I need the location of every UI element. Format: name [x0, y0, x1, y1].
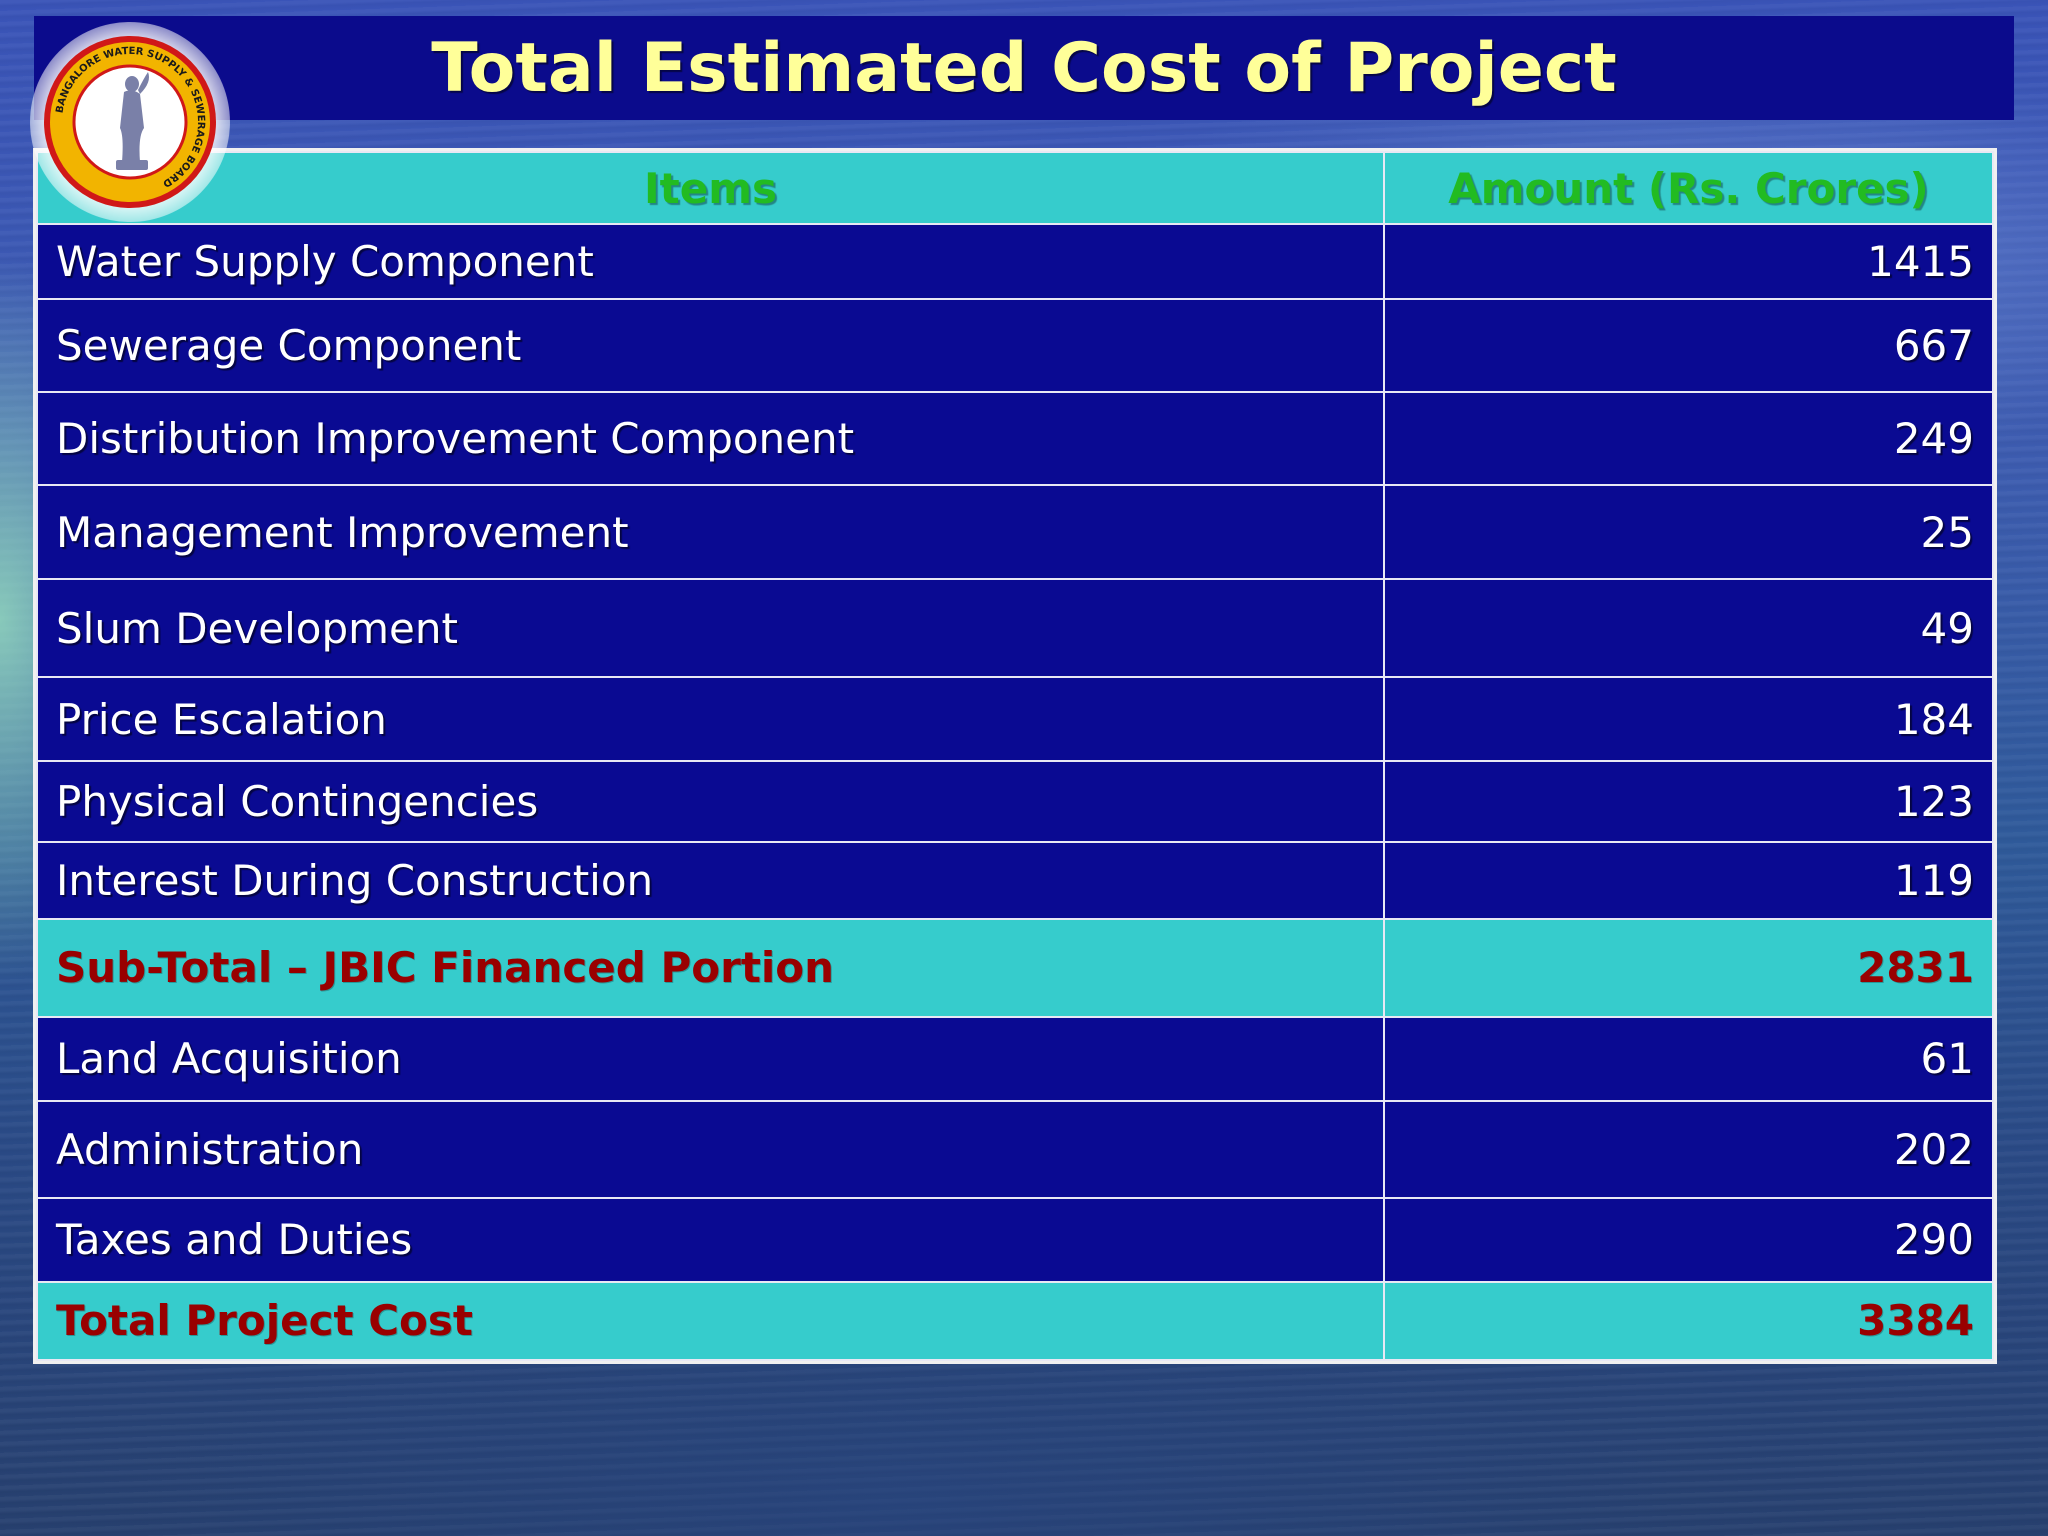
- total-row: Total Project Cost 3384: [36, 1280, 1994, 1362]
- amount-cell: 25: [1383, 484, 1994, 581]
- table-row: Sewerage Component 667: [36, 298, 1994, 394]
- table-row: Management Improvement 25: [36, 484, 1994, 581]
- item-cell: Distribution Improvement Component: [36, 391, 1385, 487]
- item-cell: Sub-Total – JBIC Financed Portion: [36, 917, 1385, 1018]
- table-row: Price Escalation 184: [36, 676, 1994, 763]
- item-cell: Physical Contingencies: [36, 760, 1385, 844]
- item-cell: Land Acquisition: [36, 1015, 1385, 1102]
- amount-cell: 49: [1383, 578, 1994, 679]
- item-cell: Interest During Construction: [36, 841, 1385, 920]
- item-cell: Taxes and Duties: [36, 1196, 1385, 1283]
- table-row: Interest During Construction 119: [36, 841, 1994, 920]
- item-cell: Water Supply Component: [36, 223, 1385, 301]
- item-cell: Price Escalation: [36, 676, 1385, 763]
- item-cell: Sewerage Component: [36, 298, 1385, 394]
- amount-cell: 184: [1383, 676, 1994, 763]
- amount-cell: 249: [1383, 391, 1994, 487]
- cost-table-container: Items Amount (Rs. Crores) Water Supply C…: [33, 148, 1997, 1364]
- item-cell: Slum Development: [36, 578, 1385, 679]
- item-cell: Administration: [36, 1099, 1385, 1199]
- table-header-row: Items Amount (Rs. Crores): [36, 150, 1994, 226]
- amount-cell: 123: [1383, 760, 1994, 844]
- amount-cell: 290: [1383, 1196, 1994, 1283]
- slide-title: Total Estimated Cost of Project: [431, 28, 1617, 108]
- amount-cell: 119: [1383, 841, 1994, 920]
- amount-cell: 1415: [1383, 223, 1994, 301]
- amount-cell: 202: [1383, 1099, 1994, 1199]
- bwssb-seal-icon: BANGALORE WATER SUPPLY & SEWERAGE BOARD: [30, 22, 230, 222]
- table-row: Taxes and Duties 290: [36, 1196, 1994, 1283]
- amount-cell: 667: [1383, 298, 1994, 394]
- subtotal-row: Sub-Total – JBIC Financed Portion 2831: [36, 917, 1994, 1018]
- table-row: Administration 202: [36, 1099, 1994, 1199]
- amount-cell: 61: [1383, 1015, 1994, 1102]
- table-row: Land Acquisition 61: [36, 1015, 1994, 1102]
- amount-cell: 3384: [1383, 1280, 1994, 1362]
- table-row: Distribution Improvement Component 249: [36, 391, 1994, 487]
- table-row: Water Supply Component 1415: [36, 223, 1994, 301]
- amount-cell: 2831: [1383, 917, 1994, 1018]
- item-cell: Total Project Cost: [36, 1280, 1385, 1362]
- table-row: Slum Development 49: [36, 578, 1994, 679]
- header-amount: Amount (Rs. Crores): [1383, 150, 1994, 226]
- item-cell: Management Improvement: [36, 484, 1385, 581]
- logo-graphic: BANGALORE WATER SUPPLY & SEWERAGE BOARD: [44, 36, 216, 208]
- title-bar: Total Estimated Cost of Project: [34, 16, 2014, 120]
- table-row: Physical Contingencies 123: [36, 760, 1994, 844]
- header-items: Items: [36, 150, 1385, 226]
- cost-table: Items Amount (Rs. Crores) Water Supply C…: [36, 150, 1994, 1362]
